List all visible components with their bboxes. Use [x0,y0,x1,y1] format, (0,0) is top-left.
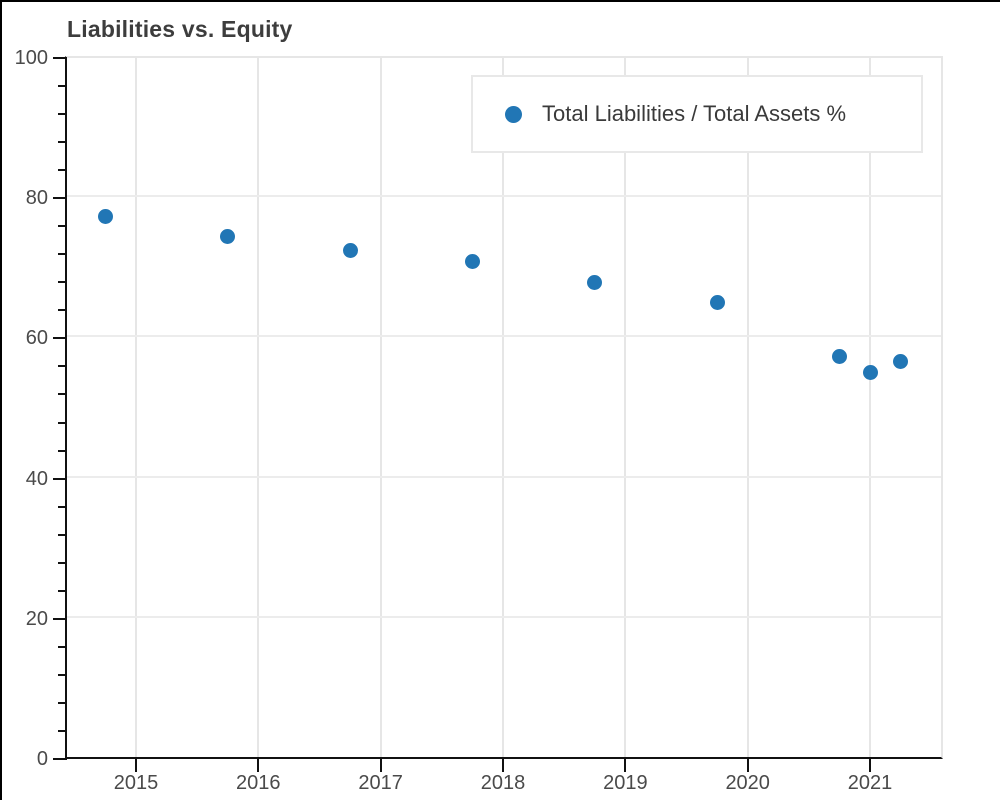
y-axis-minor-tick [58,701,67,704]
data-point[interactable] [342,242,358,258]
y-gridline [67,615,941,618]
x-gridline [624,58,627,757]
y-axis-major-tick [53,337,67,340]
y-axis-tick-label: 0 [36,748,48,770]
y-axis-tick-label: 80 [25,187,48,210]
y-axis-minor-tick [58,645,67,648]
y-axis-tick-label: 100 [14,47,48,69]
y-axis-minor-tick [58,169,67,172]
x-gridline [746,58,749,757]
y-axis-major-tick [53,477,67,480]
y-axis-minor-tick [58,85,67,88]
x-axis-tick-label: 2015 [113,772,159,794]
y-axis-minor-tick [58,393,67,396]
y-axis-tick-label: 60 [25,327,48,350]
data-point[interactable] [464,253,480,269]
x-gridline [379,58,382,757]
legend[interactable]: Total Liabilities / Total Assets % [471,75,923,153]
y-axis-major-tick [53,758,67,760]
y-axis-minor-tick [58,113,67,116]
x-axis-tick-label: 2020 [725,772,770,794]
x-gridline [869,58,872,757]
y-axis-major-tick [53,617,67,620]
plot-area: Total Liabilities / Total Assets % [65,56,943,759]
x-axis-tick [746,759,749,772]
data-point[interactable] [220,228,236,244]
x-axis-tick [502,759,504,772]
y-axis-minor-tick [58,309,67,312]
y-axis-major-tick [53,57,67,59]
y-axis-tick-label: 20 [25,607,48,630]
legend-label: Total Liabilities / Total Assets % [542,101,847,126]
x-gridline [257,58,260,757]
x-gridline [134,58,137,757]
y-axis-minor-tick [58,253,67,256]
y-axis-tick-label: 40 [25,467,48,490]
y-axis-major-tick [53,197,67,200]
data-point[interactable] [893,354,909,370]
y-axis-minor-tick [58,673,67,676]
x-axis-tick [379,759,382,772]
data-point[interactable] [97,209,113,225]
x-axis-tick-label: 2019 [603,772,648,794]
y-axis-minor-tick [58,561,67,564]
x-gridline [502,58,504,757]
y-axis-minor-tick [58,505,67,508]
x-axis-tick-label: 2017 [358,772,403,794]
y-gridline [67,475,941,478]
data-point[interactable] [831,349,847,365]
data-point[interactable] [862,364,878,380]
x-axis-tick-label: 2021 [847,772,893,794]
x-axis-tick-label: 2018 [480,772,526,794]
y-axis-minor-tick [58,729,67,732]
y-axis-minor-tick [58,421,67,424]
y-axis-minor-tick [58,533,67,536]
x-axis-tick-label: 2016 [236,772,281,794]
y-gridline [67,335,941,338]
x-axis-tick [869,759,872,772]
legend-marker-icon [505,105,522,123]
x-axis-tick [624,759,627,772]
y-axis-minor-tick [58,365,67,368]
y-axis-minor-tick [58,449,67,452]
chart-title: Liabilities vs. Equity [67,16,293,42]
x-axis-tick [134,759,137,772]
data-point[interactable] [587,274,603,290]
y-axis-minor-tick [58,589,67,592]
y-axis-minor-tick [58,225,67,228]
y-axis-minor-tick [58,141,67,144]
data-point[interactable] [709,295,725,311]
y-gridline [67,195,941,198]
x-axis-tick [257,759,260,772]
y-axis-minor-tick [58,281,67,284]
